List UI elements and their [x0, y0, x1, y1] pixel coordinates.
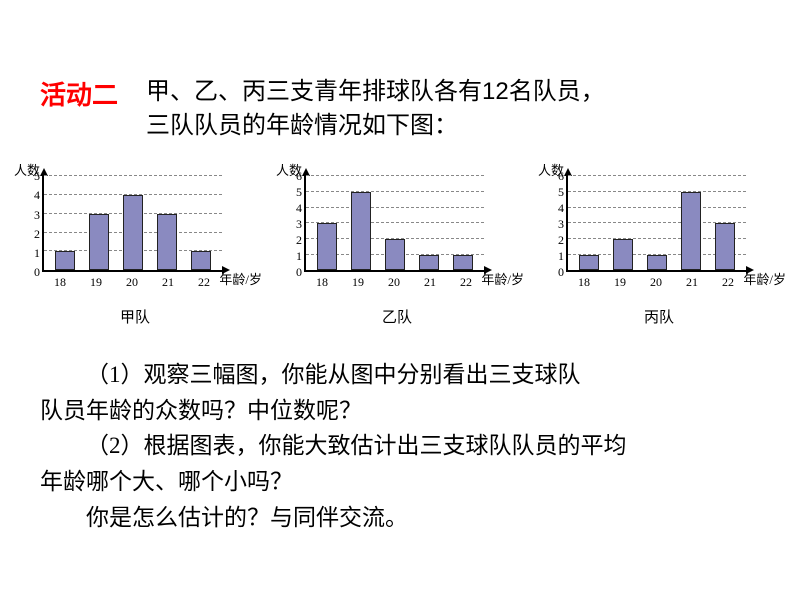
- plot-area: [566, 176, 746, 272]
- bar-18: [317, 223, 337, 270]
- chart-title: 甲队: [8, 306, 262, 327]
- x-tick-label: 20: [388, 275, 400, 290]
- arrow-right-icon: [484, 266, 492, 274]
- x-tick-label: 21: [162, 275, 174, 290]
- chart-area: 人数年龄/岁0123451819202122: [8, 162, 262, 302]
- plot-area: [304, 176, 484, 272]
- x-tick-label: 18: [54, 275, 66, 290]
- x-tick-label: 20: [650, 275, 662, 290]
- y-tick-label: 3: [28, 209, 40, 221]
- y-tick-label: 4: [28, 189, 40, 201]
- x-tick-label: 21: [686, 275, 698, 290]
- x-tick-label: 22: [460, 275, 472, 290]
- y-tick-label: 4: [290, 202, 302, 214]
- arrow-right-icon: [746, 266, 754, 274]
- x-tick-label: 22: [722, 275, 734, 290]
- bars-container: [306, 176, 484, 270]
- bar-20: [123, 195, 143, 270]
- y-tick-label: 2: [28, 228, 40, 240]
- question-2-line-2: 年龄哪个大、哪个小吗？: [40, 464, 754, 500]
- arrow-right-icon: [222, 266, 230, 274]
- bar-20: [647, 255, 667, 271]
- chart-0: 人数年龄/岁0123451819202122甲队: [8, 162, 262, 327]
- bar-19: [613, 239, 633, 270]
- bar-22: [191, 251, 211, 270]
- header-line-1: 甲、乙、丙三支青年排球队各有12名队员，: [146, 75, 605, 109]
- questions: （1）观察三幅图，你能从图中分别看出三支球队 队员年龄的众数吗？中位数呢？ （2…: [0, 327, 794, 535]
- y-ticks: 0123456: [290, 176, 302, 272]
- bars-container: [568, 176, 746, 270]
- x-tick-label: 19: [90, 275, 102, 290]
- x-tick-label: 18: [316, 275, 328, 290]
- y-tick-label: 6: [552, 170, 564, 182]
- y-tick-label: 5: [290, 186, 302, 198]
- bars-container: [44, 176, 222, 270]
- x-tick-label: 21: [424, 275, 436, 290]
- chart-title: 丙队: [532, 306, 786, 327]
- question-1-line-1: （1）观察三幅图，你能从图中分别看出三支球队: [40, 357, 754, 393]
- activity-title: 活动二: [40, 75, 118, 112]
- x-ticks: 18 19 20 21 22: [42, 275, 222, 290]
- y-ticks: 0123456: [552, 176, 564, 272]
- y-tick-label: 3: [552, 218, 564, 230]
- y-tick-label: 1: [290, 250, 302, 262]
- bar-21: [419, 255, 439, 271]
- y-tick-label: 5: [552, 186, 564, 198]
- y-tick-label: 2: [552, 234, 564, 246]
- chart-area: 人数年龄/岁01234561819202122: [532, 162, 786, 302]
- y-tick-label: 6: [290, 170, 302, 182]
- header: 活动二 甲、乙、丙三支青年排球队各有12名队员， 三队队员的年龄情况如下图：: [0, 0, 794, 142]
- y-ticks: 012345: [28, 176, 40, 272]
- chart-area: 人数年龄/岁01234561819202122: [270, 162, 524, 302]
- x-tick-label: 19: [614, 275, 626, 290]
- chart-1: 人数年龄/岁01234561819202122乙队: [270, 162, 524, 327]
- bar-19: [89, 214, 109, 270]
- y-tick-label: 3: [290, 218, 302, 230]
- charts-row: 人数年龄/岁0123451819202122甲队人数年龄/岁0123456181…: [0, 142, 794, 327]
- bar-21: [157, 214, 177, 270]
- chart-title: 乙队: [270, 306, 524, 327]
- bar-18: [579, 255, 599, 271]
- y-tick-label: 0: [552, 266, 564, 278]
- question-3: 你是怎么估计的？与同伴交流。: [40, 500, 754, 536]
- x-tick-label: 22: [198, 275, 210, 290]
- bar-22: [453, 255, 473, 271]
- y-tick-label: 4: [552, 202, 564, 214]
- bar-20: [385, 239, 405, 270]
- y-tick-label: 1: [552, 250, 564, 262]
- y-tick-label: 5: [28, 170, 40, 182]
- y-tick-label: 2: [290, 234, 302, 246]
- x-ticks: 18 19 20 21 22: [566, 275, 746, 290]
- bar-19: [351, 192, 371, 270]
- x-tick-label: 20: [126, 275, 138, 290]
- x-tick-label: 18: [578, 275, 590, 290]
- question-2-line-1: （2）根据图表，你能大致估计出三支球队队员的平均: [40, 428, 754, 464]
- bar-18: [55, 251, 75, 270]
- bar-22: [715, 223, 735, 270]
- header-description: 甲、乙、丙三支青年排球队各有12名队员， 三队队员的年龄情况如下图：: [146, 75, 605, 142]
- y-tick-label: 1: [28, 247, 40, 259]
- x-ticks: 18 19 20 21 22: [304, 275, 484, 290]
- x-tick-label: 19: [352, 275, 364, 290]
- chart-2: 人数年龄/岁01234561819202122丙队: [532, 162, 786, 327]
- question-1-line-2: 队员年龄的众数吗？中位数呢？: [40, 393, 754, 429]
- bar-21: [681, 192, 701, 270]
- header-line-2: 三队队员的年龄情况如下图：: [146, 109, 605, 143]
- plot-area: [42, 176, 222, 272]
- y-tick-label: 0: [28, 266, 40, 278]
- y-tick-label: 0: [290, 266, 302, 278]
